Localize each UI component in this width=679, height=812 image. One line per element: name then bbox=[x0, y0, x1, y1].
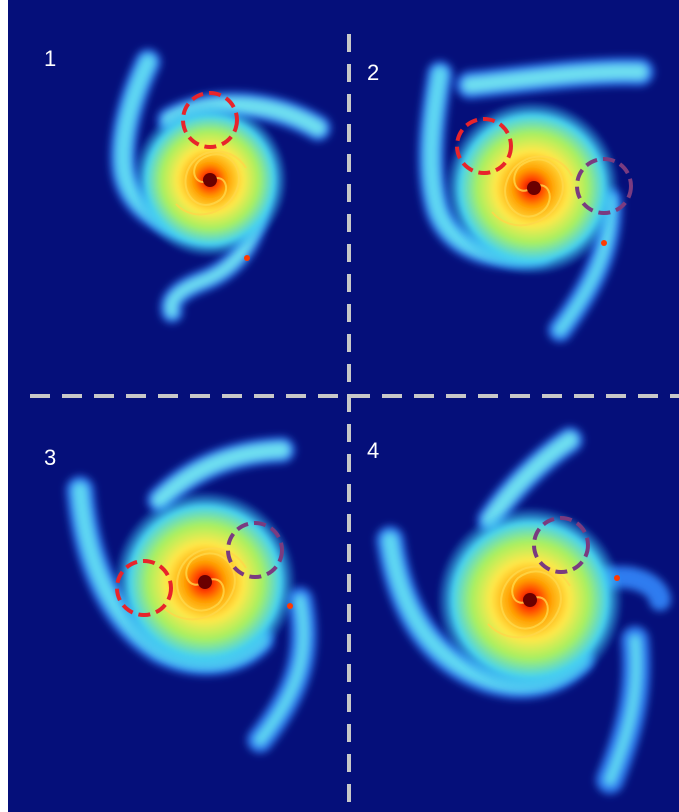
red-dashed-circle-marker bbox=[181, 91, 239, 149]
galaxy-panel-1 bbox=[110, 49, 331, 323]
galaxy-panel-2 bbox=[418, 57, 654, 342]
galaxy-panel-4 bbox=[376, 427, 671, 794]
purple-dashed-circle-marker bbox=[532, 516, 590, 574]
galaxy-panel-3 bbox=[66, 437, 317, 753]
panel-label-3: 3 bbox=[44, 445, 57, 470]
panel-label-4: 4 bbox=[367, 438, 380, 463]
purple-dashed-circle-marker bbox=[226, 521, 284, 579]
red-dashed-circle-marker bbox=[455, 117, 513, 175]
purple-dashed-circle-marker bbox=[575, 157, 633, 215]
red-dashed-circle-marker bbox=[115, 559, 173, 617]
panel-label-1: 1 bbox=[44, 46, 57, 71]
panel-label-2: 2 bbox=[367, 60, 380, 85]
